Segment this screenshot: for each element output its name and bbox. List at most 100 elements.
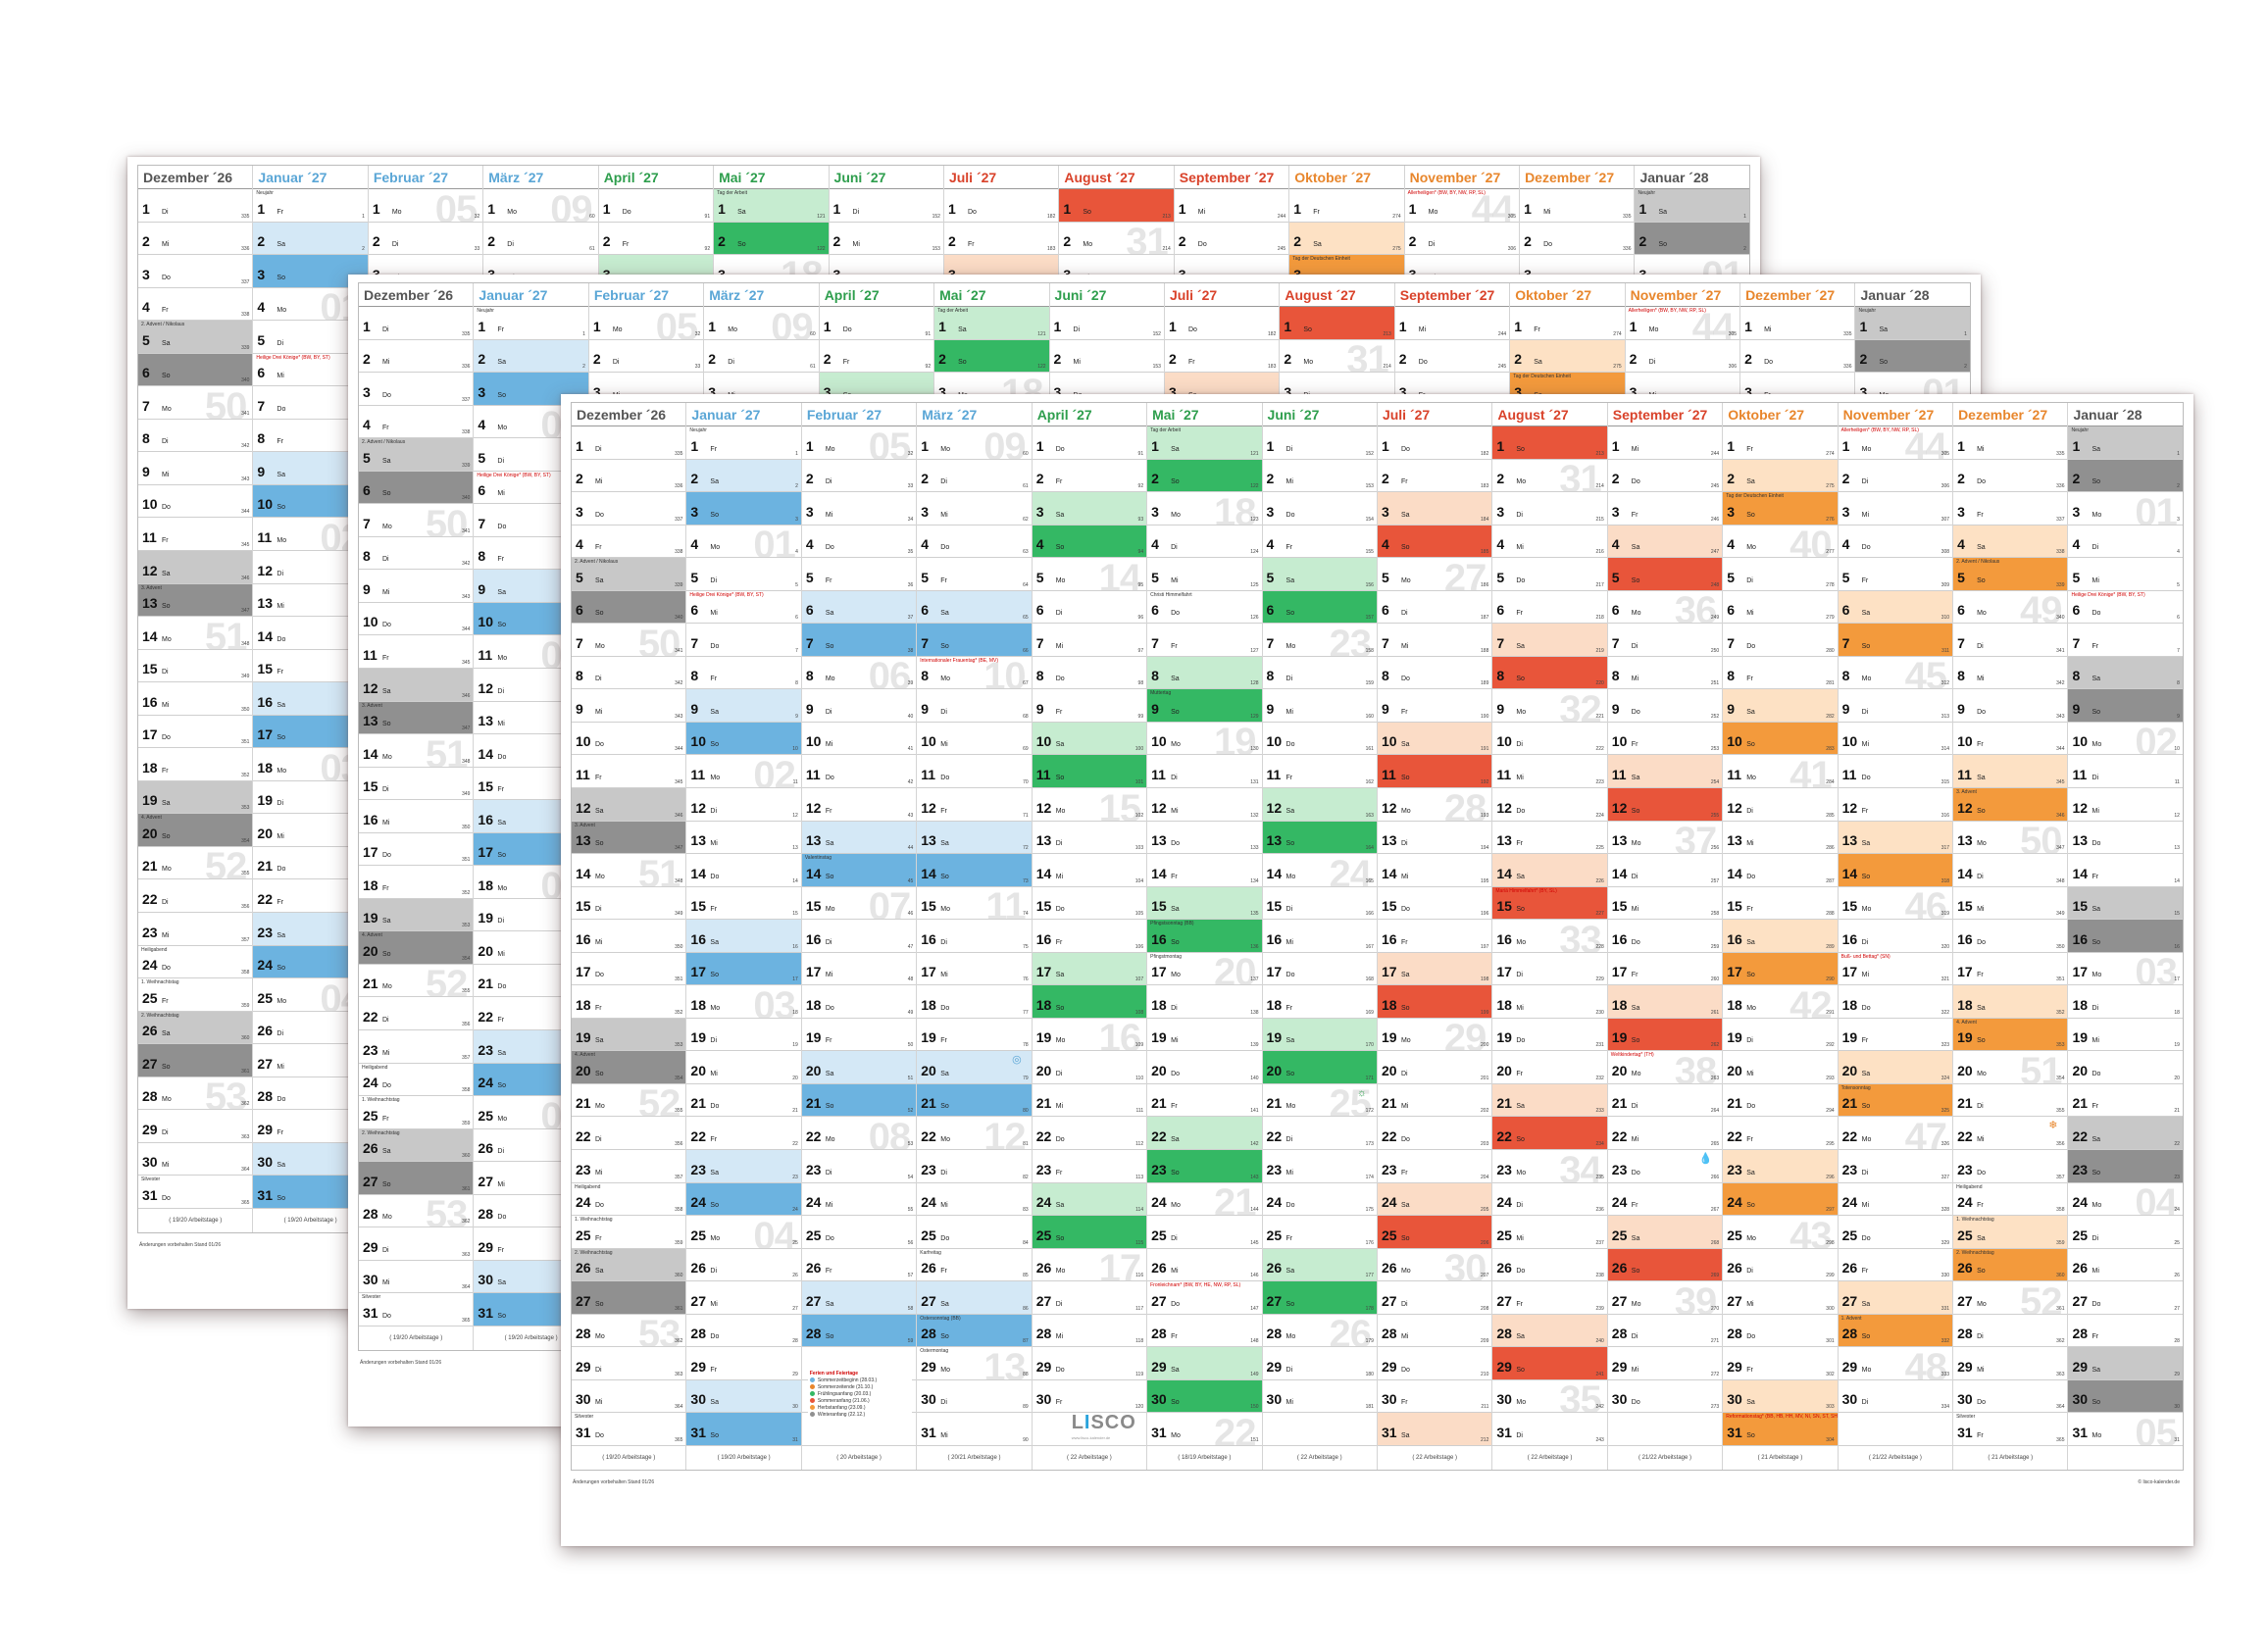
weekday-label: Di xyxy=(612,359,620,367)
weekday-label: So xyxy=(595,1070,604,1077)
legend-item: Winteranfang (22.12.) xyxy=(809,1412,910,1419)
year-day-number: 306 xyxy=(1728,364,1738,371)
day-cell: 6 So 340 xyxy=(572,590,686,625)
day-number: 4 xyxy=(478,417,486,433)
year-day-number: 180 xyxy=(1365,1371,1374,1377)
day-cell: 16 Mi 350 xyxy=(359,800,474,833)
day-number: 2 xyxy=(1284,351,1292,368)
year-day-number: 184 xyxy=(1481,516,1489,523)
month-title: Dezember ´26 xyxy=(138,166,253,189)
day-cell: 1 Sa 121 Tag der Arbeit xyxy=(1147,426,1262,460)
day-number: 2 xyxy=(708,351,717,368)
day-number: 19 xyxy=(1496,1029,1512,1046)
day-number: 9 xyxy=(1151,700,1159,717)
holiday-label: 4. Advent xyxy=(362,932,382,939)
holiday-label: Fronleichnam* (BW, BY, HE, NW, RP, SL) xyxy=(1150,1282,1241,1289)
weekday-label: Mi xyxy=(940,741,948,749)
weekday-label: Do xyxy=(1171,1300,1181,1308)
day-number: 1 xyxy=(921,437,930,454)
day-cell: 2 Fr 92 xyxy=(1032,460,1147,493)
day-cell: 1 Do 182 xyxy=(1377,426,1492,460)
weekday-label: Do xyxy=(497,523,507,530)
weekday-label: Fr xyxy=(497,556,505,564)
weekday-label: Mi xyxy=(1197,208,1206,216)
day-number: 13 xyxy=(1496,832,1512,849)
day-cell: 13 So 347 3. Advent xyxy=(359,701,474,735)
year-day-number: 189 xyxy=(1481,680,1489,687)
holiday-label: Heiligabend xyxy=(362,1064,388,1071)
year-day-number: 335 xyxy=(462,330,471,337)
day-number: 14 xyxy=(921,865,936,881)
weekday-label: Sa xyxy=(1400,741,1410,749)
day-cell: 27 So 361 xyxy=(572,1281,686,1315)
weekday-label: Fr xyxy=(595,544,602,552)
weekday-label: Di xyxy=(1428,241,1436,249)
holiday-label: Pfingstsonntag (BB) xyxy=(1150,921,1194,927)
day-number: 2 xyxy=(938,351,946,368)
day-number: 15 xyxy=(1266,898,1283,915)
weekday-label: Di xyxy=(497,918,505,926)
day-number: 25 xyxy=(921,1226,936,1243)
day-number: 16 xyxy=(1035,930,1052,947)
weekday-label: Mo xyxy=(825,1136,835,1144)
calendar-week-number: 06 xyxy=(868,656,911,690)
day-number: 8 xyxy=(142,430,150,447)
day-number: 11 xyxy=(363,647,378,664)
day-cell: 31 Do 365 Silvester xyxy=(138,1176,253,1209)
weekday-label: Fr xyxy=(825,576,832,584)
year-day-number: 92 xyxy=(1137,483,1144,490)
day-number: 19 xyxy=(805,1029,822,1046)
day-cell: 2 Mi 153 xyxy=(1049,340,1164,374)
day-number: 4 xyxy=(1151,536,1159,553)
day-number: 20 xyxy=(1035,1062,1052,1078)
weekday-label: So xyxy=(162,603,171,611)
day-cell: 12 Sa 346 xyxy=(359,669,474,702)
day-number: 22 xyxy=(1035,1128,1052,1145)
day-cell: 17 Do 351 xyxy=(138,716,253,749)
year-day-number: 140 xyxy=(1250,1075,1259,1081)
day-number: 19 xyxy=(1381,1029,1397,1046)
weekday-label: Di xyxy=(1073,325,1081,333)
day-number: 29 xyxy=(257,1121,273,1137)
holiday-label: Heilige Drei Könige* (BW, BY, ST) xyxy=(477,472,551,478)
weekday-label: Sa xyxy=(382,918,391,926)
year-day-number: 132 xyxy=(1250,812,1259,819)
holiday-label: 2. Weihnachtstag xyxy=(362,1129,400,1136)
year-day-number: 359 xyxy=(241,1002,250,1009)
weekday-label: Do xyxy=(825,544,834,552)
day-cell: 1 Do 91 xyxy=(1032,426,1147,460)
year-day-number: 340 xyxy=(241,377,250,384)
year-day-number: 110 xyxy=(1135,1075,1144,1081)
year-day-number: 205 xyxy=(1481,1207,1489,1214)
weekday-label: Do xyxy=(940,1234,950,1242)
weekday-label: Mo xyxy=(612,325,623,333)
day-number: 18 xyxy=(805,996,822,1013)
day-number: 10 xyxy=(1381,733,1397,750)
day-number: 25 xyxy=(690,1226,706,1243)
weekday-label: Mo xyxy=(1428,208,1438,216)
weekday-label: Sa xyxy=(958,325,967,333)
day-number: 20 xyxy=(1266,1062,1283,1078)
brand-logo-part: SCO xyxy=(1090,1412,1136,1433)
day-number: 17 xyxy=(257,726,273,743)
year-day-number: 349 xyxy=(241,674,250,680)
day-number: 1 xyxy=(1398,318,1407,334)
weekday-label: Do xyxy=(595,972,604,979)
day-number: 26 xyxy=(363,1140,378,1157)
weekday-label: Di xyxy=(382,556,389,564)
weekday-label: Di xyxy=(162,899,169,907)
weekday-label: So xyxy=(1516,1136,1525,1144)
sheet-footnote: Änderungen vorbehalten Stand 01/26 xyxy=(360,1360,442,1366)
day-number: 7 xyxy=(805,634,814,651)
day-number: 31 xyxy=(142,1186,158,1203)
